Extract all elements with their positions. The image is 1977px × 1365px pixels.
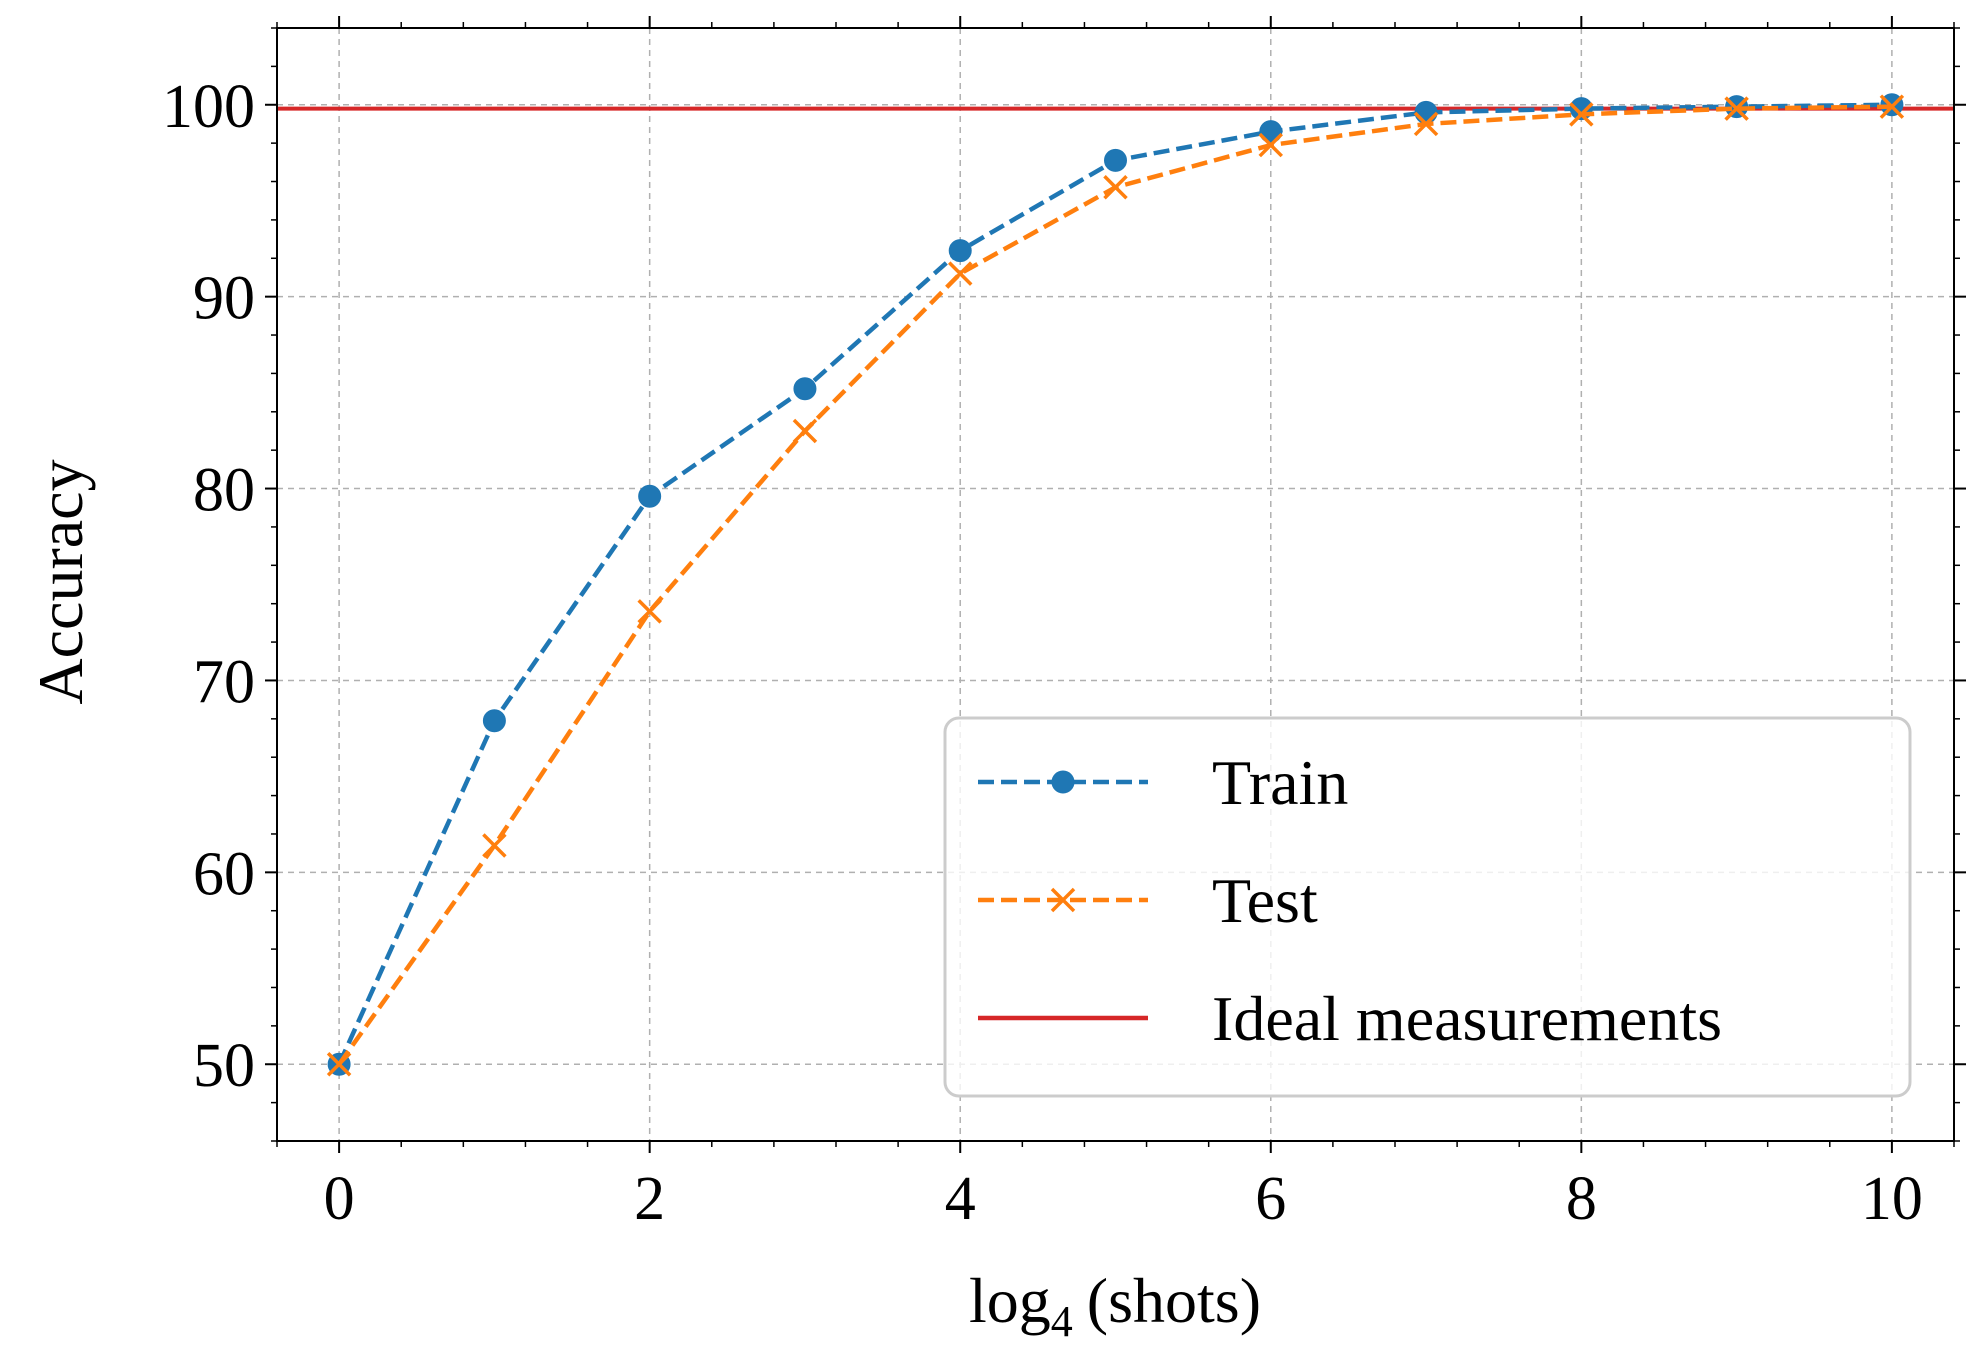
x-axis-label: log4 (shots) [969, 1265, 1261, 1346]
y-tick-label: 100 [162, 73, 255, 141]
data-point-test [1879, 94, 1905, 119]
data-point-train [948, 239, 972, 263]
data-point-test [482, 833, 507, 858]
x-tick-label: 2 [634, 1165, 665, 1233]
data-point-train [482, 709, 506, 733]
legend-label-train: Train [1212, 747, 1348, 818]
data-point-train [793, 377, 817, 401]
x-tick-label: 4 [945, 1165, 976, 1233]
legend-label-ideal-measurements: Ideal measurements [1212, 983, 1722, 1054]
data-point-test [326, 1052, 352, 1077]
data-point-test [792, 418, 818, 444]
axes [276, 27, 1955, 1142]
x-axis-label-suffix: (shots) [1087, 1265, 1261, 1336]
x-tick-label: 6 [1255, 1165, 1286, 1233]
data-point-test [947, 261, 973, 286]
data-point-test [1103, 175, 1128, 200]
y-tick-label: 70 [193, 648, 255, 716]
x-tick-label: 8 [1566, 1165, 1597, 1233]
data-point-train [638, 484, 662, 508]
series [326, 93, 1905, 1077]
data-point-test [1724, 96, 1749, 121]
data-point-test [1413, 111, 1439, 137]
legend-marker-test [1050, 887, 1076, 913]
x-tick-label: 0 [324, 1165, 355, 1233]
data-point-train [1414, 100, 1438, 124]
data-point-train [1104, 148, 1127, 172]
x-axis-label-main: log [969, 1265, 1051, 1336]
y-tick-label: 60 [193, 840, 255, 908]
data-point-test [1258, 132, 1284, 158]
series-test [326, 94, 1905, 1077]
data-point-test [637, 599, 662, 624]
ticks: 0 2 4 6 8 10 50 60 70 80 90 100 [162, 16, 1966, 1233]
y-tick-label: 50 [193, 1032, 255, 1100]
legend-marker-train [1051, 770, 1075, 794]
axes-frame [276, 27, 1955, 1142]
y-tick-label: 90 [193, 265, 255, 333]
legend-label-test: Test [1212, 865, 1318, 936]
y-axis-label: Accuracy [25, 459, 96, 704]
x-axis-label-subscript: 4 [1051, 1297, 1073, 1346]
legend-box [943, 716, 1912, 1098]
x-tick-label: 10 [1861, 1165, 1923, 1233]
data-point-test [1569, 102, 1594, 127]
legend: Train Test Ideal measurements [943, 716, 1912, 1098]
y-tick-label: 80 [193, 457, 255, 525]
